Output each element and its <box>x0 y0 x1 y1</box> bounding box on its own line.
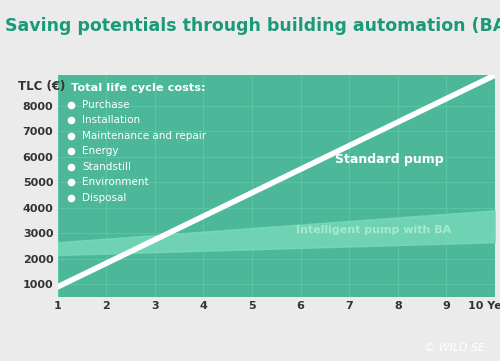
Text: Maintenance and repair: Maintenance and repair <box>82 131 206 141</box>
Text: Total life cycle costs:: Total life cycle costs: <box>71 83 206 92</box>
Text: Installation: Installation <box>82 116 140 125</box>
Text: Energy: Energy <box>82 146 118 156</box>
Text: Purchase: Purchase <box>82 100 130 110</box>
Text: Standard pump: Standard pump <box>334 153 443 166</box>
Text: © WILO SE: © WILO SE <box>424 343 485 353</box>
Text: TLC (€): TLC (€) <box>18 79 66 92</box>
Text: Disposal: Disposal <box>82 193 126 203</box>
Text: Environment: Environment <box>82 177 148 187</box>
Text: Standstill: Standstill <box>82 162 131 172</box>
Text: Intelligent pump with BA: Intelligent pump with BA <box>296 225 451 235</box>
Text: Saving potentials through building automation (BA): Saving potentials through building autom… <box>5 17 500 35</box>
